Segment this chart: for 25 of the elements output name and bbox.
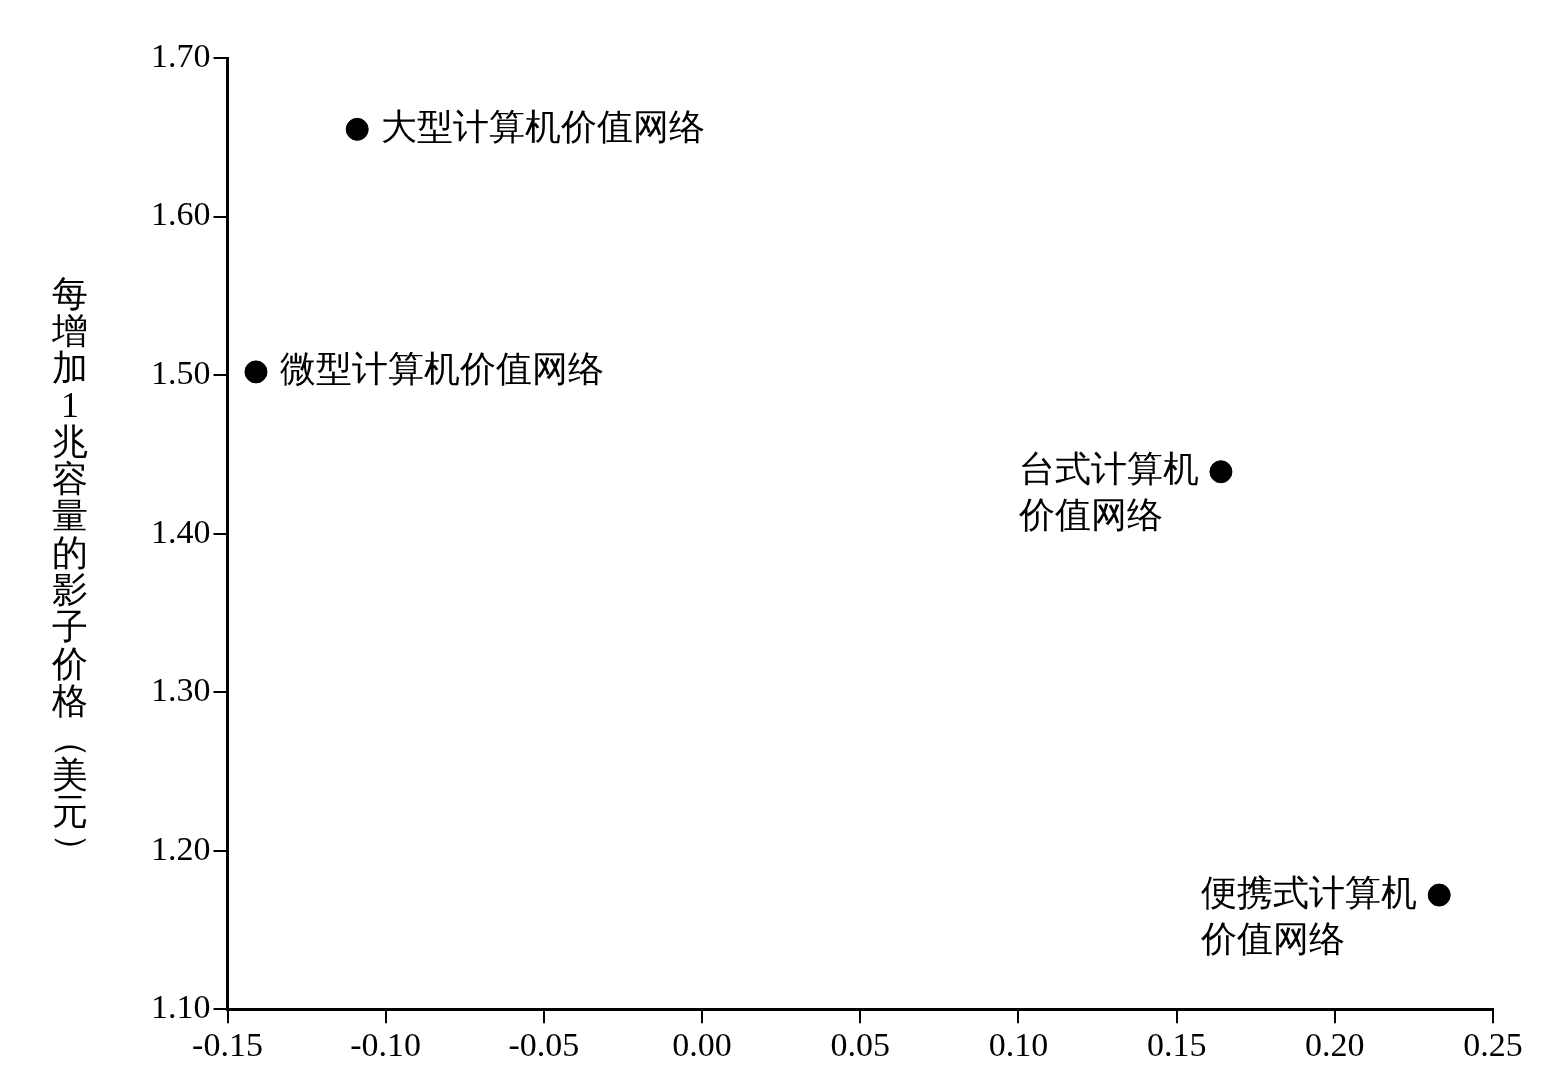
y-tick-label: 1.20 <box>151 829 211 867</box>
x-tick-label: -0.05 <box>508 1025 580 1063</box>
point <box>345 117 369 141</box>
y-tick-label: 1.70 <box>151 36 211 74</box>
y-tick-label: 1.10 <box>151 988 211 1026</box>
x-tick-label: -0.15 <box>192 1025 263 1063</box>
x-tick-label: 0.25 <box>1463 1025 1523 1063</box>
annotation: 微型计算机价值网络 <box>279 349 604 390</box>
point <box>244 360 268 384</box>
y-tick-label: 1.40 <box>151 512 211 550</box>
x-tick-label: 0.20 <box>1305 1025 1365 1063</box>
y-tick-label: 1.60 <box>151 195 211 233</box>
x-tick-label: 0.10 <box>988 1025 1049 1063</box>
y-tick-label: 1.30 <box>151 671 211 709</box>
y-tick-label: 1.50 <box>151 353 211 391</box>
text: 每增加1兆容量的影子价格（美元） <box>52 273 93 870</box>
annotation: 便携式计算机价值网络 <box>1200 872 1418 959</box>
x-tick-label: 0.15 <box>1146 1025 1207 1063</box>
point <box>1209 460 1233 484</box>
x-tick-label: 0.05 <box>830 1025 890 1063</box>
x-tick-label: 0.00 <box>672 1025 732 1063</box>
annotation: 大型计算机价值网络 <box>381 106 706 147</box>
annotation: 台式计算机价值网络 <box>1017 449 1199 536</box>
x-tick-label: -0.10 <box>350 1025 422 1063</box>
point <box>1427 883 1451 907</box>
